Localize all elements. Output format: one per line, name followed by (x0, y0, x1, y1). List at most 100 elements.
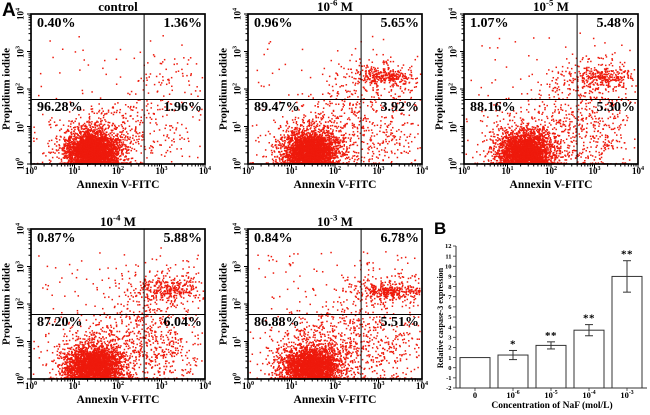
y-tick-label: 7 (448, 294, 452, 301)
y-axis-label: Propidium iodide (0, 262, 13, 346)
quadrant-lr-percent: 3.92% (380, 100, 420, 115)
y-tick-label: 6 (448, 304, 452, 311)
quadrant-lr-percent: 5.30% (596, 100, 636, 115)
x-tick-label: 101 (68, 166, 81, 176)
y-tick-label: 104 (448, 7, 459, 21)
y-tick-label: 0 (448, 365, 451, 372)
x-axis-label: Annexin V-FITC (76, 179, 160, 191)
y-tick-label: 12 (445, 243, 452, 250)
y-tick-label: -2 (446, 385, 451, 392)
y-tick-label: 102 (15, 82, 26, 96)
x-tick-label: 100 (457, 166, 471, 176)
x-tick-label: 100 (241, 381, 255, 391)
y-axis-label: Propidium iodide (217, 47, 230, 131)
x-tick-label: 101 (285, 381, 298, 391)
quadrant-lr-percent: 5.51% (380, 315, 420, 330)
bar (611, 275, 643, 389)
quadrant-ul-percent: 0.40% (37, 16, 76, 31)
quadrant-ll-percent: 86.88% (254, 315, 300, 330)
x-tick-label: 101 (285, 166, 298, 176)
y-tick-label: 11 (445, 253, 451, 260)
quadrant-ur-percent: 6.78% (380, 231, 420, 246)
x-tick-label: 103 (155, 166, 168, 176)
x-tick-label: 100 (24, 381, 38, 391)
x-tick-label: 104 (631, 166, 645, 176)
x-tick-label: 104 (198, 381, 212, 391)
x-tick-label: 100 (241, 166, 255, 176)
y-tick-label: 5 (448, 314, 452, 321)
quadrant-ul-percent: 0.84% (254, 231, 293, 246)
significance-marker: ** (621, 249, 633, 261)
plot-title: 10-3 M (317, 212, 353, 229)
x-axis-label: Annexin V-FITC (293, 179, 377, 191)
x-tick-label: 104 (415, 381, 429, 391)
x-tick-label: 101 (501, 166, 514, 176)
y-tick-label: 4 (448, 324, 452, 331)
significance-marker: * (510, 338, 516, 350)
y-tick-label: 100 (232, 372, 243, 386)
flow-plot-1e-6M: 10-6 M 0.96% 5.65% 89.47% 3.92% Annexin … (217, 0, 434, 200)
quadrant-ul-percent: 0.87% (37, 231, 76, 246)
x-axis-label: Annexin V-FITC (509, 179, 593, 191)
flow-scatter-canvas (433, 0, 650, 200)
y-tick-label: 100 (15, 372, 26, 386)
bar-x-axis-label: Concentration of NaF (mol/L) (491, 401, 613, 411)
panel-b-label: B (434, 219, 447, 238)
bar-y-axis-label: Relative caspase-3 expression (436, 267, 445, 369)
y-tick-label: 102 (15, 297, 26, 311)
flow-plot-control: control 0.40% 1.36% 96.28% 1.96% Annexin… (0, 0, 217, 200)
y-tick-label: 2 (448, 345, 451, 352)
y-tick-label: 100 (232, 157, 243, 171)
y-tick-label: 103 (15, 45, 26, 58)
x-tick-label: 103 (588, 166, 601, 176)
plot-title: 10-6 M (317, 0, 353, 14)
y-axis-label: Propidium iodide (217, 262, 230, 346)
quadrant-ll-percent: 89.47% (254, 100, 300, 115)
quadrant-ur-percent: 5.48% (596, 16, 636, 31)
quadrant-lr-percent: 1.96% (163, 100, 203, 115)
flow-scatter-canvas (0, 0, 217, 200)
quadrant-ll-percent: 87.20% (37, 315, 83, 330)
flow-scatter-canvas (0, 215, 217, 415)
x-tick-label: 102 (111, 381, 125, 391)
y-tick-label: 104 (232, 222, 243, 236)
x-tick-label: 101 (68, 381, 81, 391)
y-tick-label: 101 (15, 120, 26, 133)
plot-title: 10-4 M (100, 212, 136, 229)
bar (535, 344, 567, 389)
y-tick-label: 103 (232, 260, 243, 273)
x-tick-label: 102 (111, 166, 125, 176)
quadrant-ur-percent: 5.65% (380, 16, 420, 31)
plot-title: 10-5 M (533, 0, 569, 14)
quadrant-ul-percent: 0.96% (254, 16, 293, 31)
x-tick-label: 102 (544, 166, 558, 176)
y-tick-label: 104 (15, 222, 26, 236)
y-tick-label: 104 (232, 7, 243, 21)
flow-plot-1e-5M: 10-5 M 1.07% 5.48% 88.16% 5.30% Annexin … (433, 0, 650, 200)
x-axis-label: Annexin V-FITC (76, 394, 160, 406)
y-tick-label: 10 (445, 263, 452, 270)
y-tick-label: 1 (448, 355, 451, 362)
x-axis-label: Annexin V-FITC (293, 394, 377, 406)
bar-x-tick-label: 10-3 (620, 390, 634, 400)
y-tick-label: -1 (446, 375, 451, 382)
quadrant-ll-percent: 88.16% (470, 100, 516, 115)
plot-title: control (98, 0, 138, 14)
y-tick-label: 8 (448, 284, 452, 291)
y-tick-label: 3 (448, 334, 452, 341)
x-tick-label: 104 (198, 166, 212, 176)
y-tick-label: 101 (232, 335, 243, 348)
bar-x-tick-label: 10-4 (582, 390, 596, 400)
x-tick-label: 102 (328, 166, 342, 176)
bar (459, 357, 491, 389)
y-tick-label: 9 (448, 274, 452, 281)
flow-plot-1e-4M: 10-4 M 0.87% 5.88% 87.20% 6.04% Annexin … (0, 212, 217, 415)
y-tick-label: 101 (232, 120, 243, 133)
y-tick-label: 102 (232, 297, 243, 311)
flow-plot-1e-3M: 10-3 M 0.84% 6.78% 86.88% 5.51% Annexin … (217, 212, 434, 415)
flow-scatter-canvas (217, 0, 434, 200)
x-tick-label: 103 (372, 381, 385, 391)
bar-x-tick-label: 0 (472, 390, 478, 400)
y-tick-label: 103 (15, 260, 26, 273)
